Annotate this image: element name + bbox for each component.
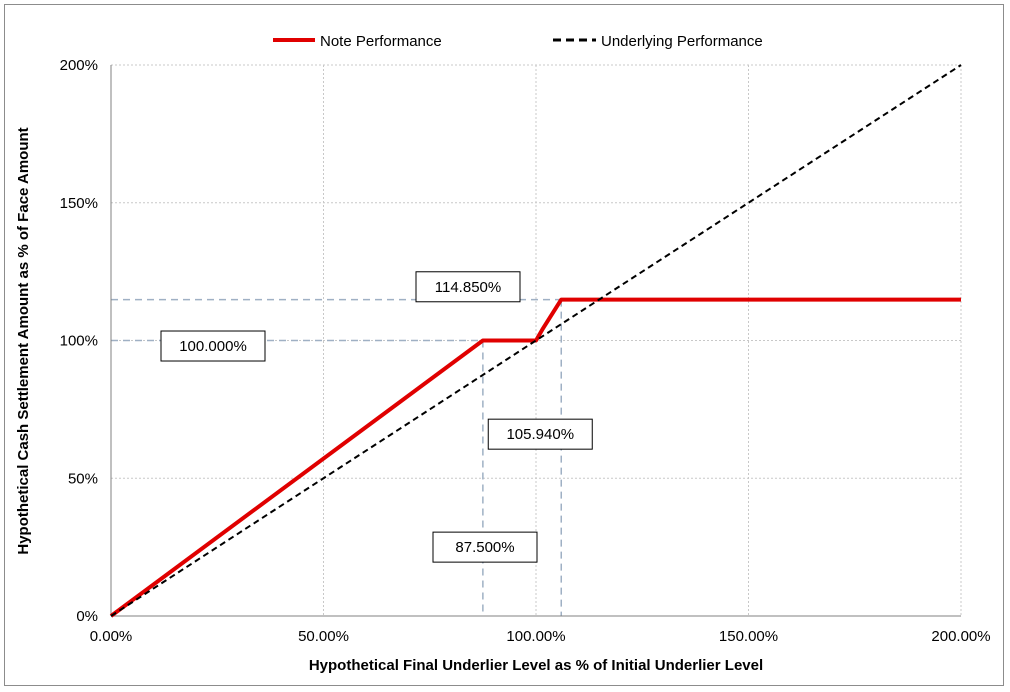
legend: Note Performance Underlying Performance — [273, 33, 763, 50]
annotation-label: 114.850% — [435, 279, 501, 296]
note-performance-line — [109, 297, 961, 618]
axes — [110, 65, 961, 617]
annotation-rect — [415, 271, 521, 303]
annotation-box: 105.940% — [487, 418, 593, 450]
legend-item: Underlying Performance — [553, 33, 763, 50]
y-tick-label: 50% — [68, 470, 98, 487]
annotation-label: 100.000% — [179, 338, 247, 355]
annotation-label: 105.940% — [506, 426, 574, 443]
annotation-box: 114.850% — [415, 271, 521, 303]
legend-item: Note Performance — [273, 33, 442, 50]
x-tick-label: 200.00% — [931, 628, 990, 645]
x-axis-title: Hypothetical Final Underlier Level as % … — [309, 657, 763, 674]
y-tick-label: 0% — [76, 608, 98, 625]
tick-labels: 0% 50% 100% 150% 200% 0.00% 50.00% 100.00% 150.0… — [60, 57, 991, 645]
x-tick-label: 50.00% — [298, 628, 349, 645]
legend-label: Note Performance — [320, 33, 442, 50]
y-tick-label: 100% — [60, 333, 98, 350]
annotation-box: 100.000% — [160, 330, 266, 362]
underlying-performance-line — [110, 64, 962, 617]
annotation-label: 87.500% — [455, 539, 514, 556]
annotation-rect — [487, 418, 593, 450]
y-tick-label: 200% — [60, 57, 98, 74]
legend-label: Underlying Performance — [601, 33, 763, 50]
x-tick-label: 100.00% — [506, 628, 565, 645]
y-tick-label: 150% — [60, 195, 98, 212]
annotation-rect — [160, 330, 266, 362]
annotations: 114.850% 100.000% 105.940% 87.500% — [160, 271, 593, 563]
x-tick-label: 0.00% — [90, 628, 133, 645]
annotation-box: 87.500% — [432, 531, 538, 563]
series — [109, 64, 962, 618]
y-axis-title: Hypothetical Cash Settlement Amount as %… — [15, 127, 32, 554]
annotation-rect — [432, 531, 538, 563]
x-tick-label: 150.00% — [719, 628, 778, 645]
